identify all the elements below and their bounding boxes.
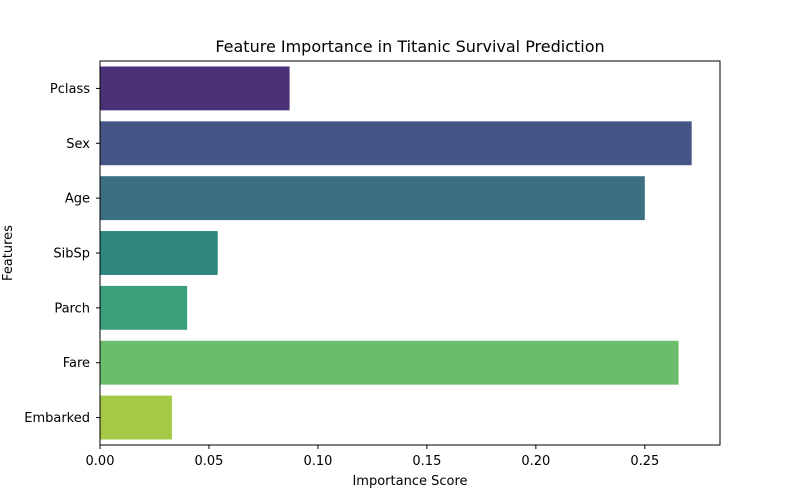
- bar-age: [100, 176, 645, 221]
- y-tick-label: Embarked: [24, 411, 90, 426]
- bar-embarked: [100, 395, 172, 440]
- x-tick-label: 0.05: [194, 454, 223, 469]
- x-tick-label: 0.10: [303, 454, 332, 469]
- x-axis: 0.00 0.05 0.10 0.15 0.20 0.25: [86, 445, 659, 469]
- bar-sex: [100, 121, 692, 166]
- y-tick-label: Parch: [54, 301, 90, 316]
- y-tick-label: SibSp: [53, 247, 90, 262]
- y-axis: Pclass Sex Age SibSp Parch Fare Embarked: [24, 82, 100, 426]
- x-tick-label: 0.15: [412, 454, 441, 469]
- chart-title: Feature Importance in Titanic Survival P…: [215, 37, 604, 56]
- y-axis-label: Features: [1, 225, 16, 281]
- x-tick-label: 0.20: [521, 454, 550, 469]
- y-tick-label: Pclass: [50, 82, 90, 97]
- bar-fare: [100, 340, 679, 385]
- bar-pclass: [100, 66, 290, 111]
- bar-parch: [100, 285, 188, 330]
- x-tick-label: 0.00: [86, 454, 115, 469]
- bars-group: [100, 66, 692, 440]
- bar-sibsp: [100, 231, 218, 275]
- x-tick-label: 0.25: [630, 454, 659, 469]
- y-tick-label: Fare: [63, 356, 90, 371]
- y-tick-label: Sex: [66, 137, 90, 152]
- x-axis-label: Importance Score: [352, 474, 467, 489]
- y-tick-label: Age: [65, 192, 90, 207]
